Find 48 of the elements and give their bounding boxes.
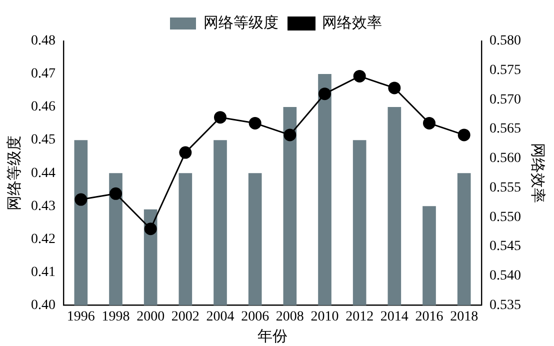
y-tick-label: 0.41 (31, 264, 56, 280)
x-tick-label: 2016 (415, 309, 444, 324)
x-tick-label: 2000 (136, 309, 165, 324)
y2-tick-label: 0.565 (490, 122, 521, 137)
point (423, 116, 436, 130)
y-tick-label: 0.43 (31, 198, 56, 214)
point (110, 187, 122, 200)
point (74, 193, 88, 206)
x-tick-label: 2008 (276, 309, 304, 324)
y-tick-label: 0.45 (31, 132, 56, 148)
y2-tick-label: 0.545 (490, 239, 521, 254)
y-axis-title: 网络等级度 (6, 136, 23, 211)
point (284, 128, 296, 142)
x-tick-label: 2018 (450, 309, 478, 324)
y2-tick-label: 0.570 (490, 92, 521, 108)
x-tick-label: 2014 (380, 309, 408, 324)
x-tick-label: 1998 (102, 309, 130, 324)
point (144, 222, 157, 236)
y-tick-label: 0.47 (31, 66, 56, 82)
x-tick-label: 2012 (346, 309, 374, 324)
point (214, 111, 226, 124)
y2-tick-label: 0.535 (490, 298, 521, 313)
x-tick-label: 2004 (206, 309, 234, 324)
point (458, 128, 470, 142)
legend-label: 网络效率 (322, 14, 382, 32)
y2-tick-label: 0.550 (490, 210, 521, 225)
y2-tick-label: 0.575 (490, 63, 521, 78)
y2-tick-label: 0.555 (490, 180, 521, 196)
x-tick-label: 2006 (241, 309, 270, 324)
x-axis-title: 年份 (258, 328, 288, 345)
point (248, 116, 262, 130)
point (318, 88, 331, 100)
point (179, 146, 192, 159)
y-tick-label: 0.46 (31, 100, 56, 115)
y2-tick-label: 0.560 (490, 151, 521, 166)
point (388, 82, 401, 94)
y2-tick-label: 0.540 (490, 268, 521, 284)
x-tick-label: 1996 (66, 309, 95, 324)
point (353, 70, 366, 82)
y-tick-label: 0.42 (31, 232, 56, 247)
y2-axis-title: 网络效率 (529, 143, 546, 204)
legend-label: 网络等级度 (204, 14, 278, 32)
y-tick-label: 0.44 (31, 166, 56, 181)
x-tick-label: 2010 (310, 309, 339, 324)
y2-tick-label: 0.580 (490, 34, 521, 49)
x-tick-label: 2002 (171, 309, 200, 324)
y-tick-label: 0.48 (31, 34, 56, 49)
y-tick-label: 0.40 (31, 298, 56, 313)
